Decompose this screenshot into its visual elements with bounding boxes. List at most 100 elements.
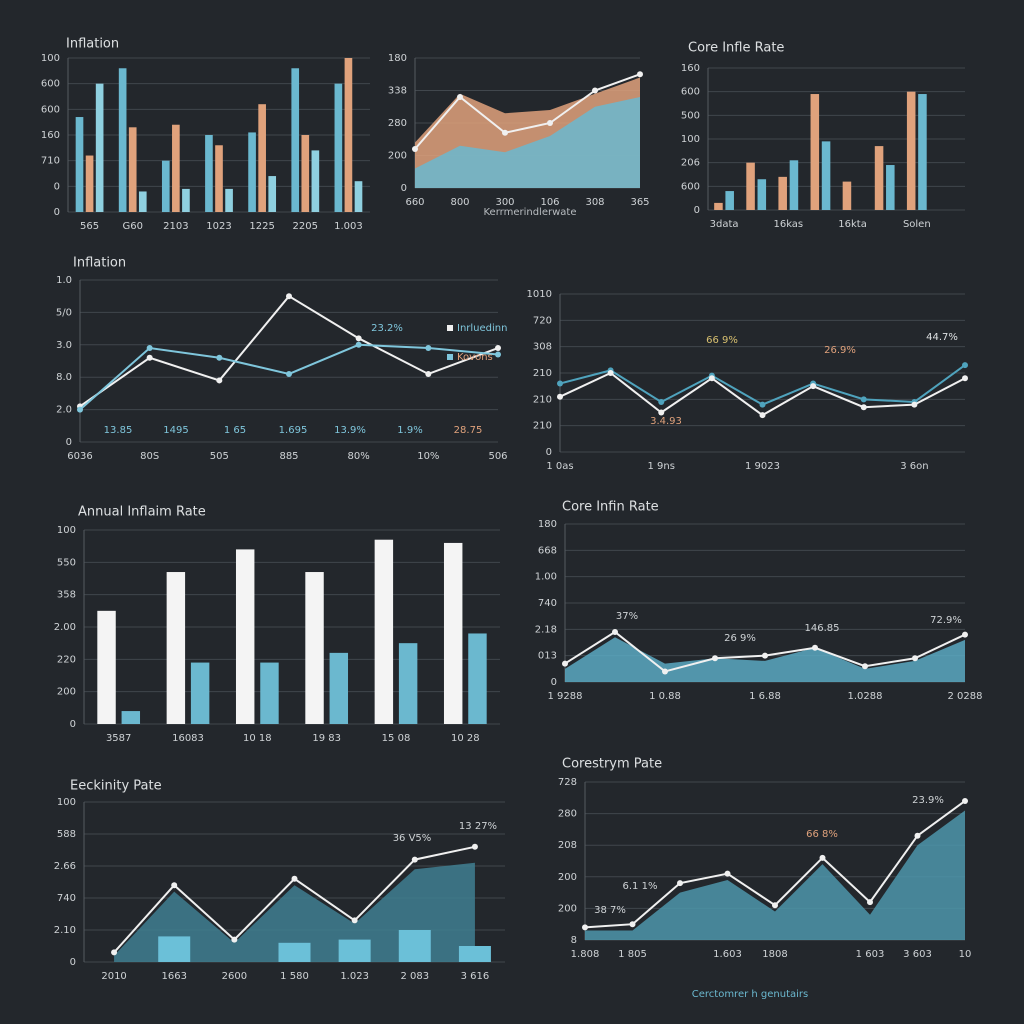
y-tick-label: 338 bbox=[388, 86, 407, 97]
annotation: 13.9% bbox=[334, 425, 366, 436]
bar bbox=[235, 549, 255, 724]
bar bbox=[85, 155, 94, 212]
chart-title: Corestrym Pate bbox=[562, 757, 662, 772]
y-tick-label: 200 bbox=[388, 151, 407, 162]
annotation: 28.75 bbox=[454, 425, 483, 436]
x-tick-label: 10 28 bbox=[451, 733, 480, 744]
y-tick-label: 0 bbox=[694, 205, 700, 216]
y-tick-label: 100 bbox=[41, 53, 60, 64]
bar bbox=[398, 643, 418, 724]
bar bbox=[329, 652, 349, 724]
point bbox=[146, 345, 153, 352]
line bbox=[414, 73, 641, 150]
chart-title: Eeckinity Pate bbox=[70, 779, 162, 794]
y-tick-label: 358 bbox=[57, 590, 76, 601]
area bbox=[585, 810, 965, 940]
y-tick-label: 2.10 bbox=[54, 925, 76, 936]
bar bbox=[268, 176, 277, 212]
annotation: 146.85 bbox=[805, 623, 840, 634]
bar bbox=[118, 68, 127, 213]
bar bbox=[205, 135, 213, 212]
point bbox=[291, 875, 298, 882]
y-tick-label: 600 bbox=[41, 104, 60, 115]
x-tick-label: 1 9023 bbox=[745, 461, 780, 472]
y-tick-label: 600 bbox=[41, 79, 60, 90]
bar bbox=[906, 91, 916, 210]
y-tick-label: 500 bbox=[681, 110, 700, 121]
x-tick-label: 2 0288 bbox=[948, 691, 983, 702]
y-tick-label: 740 bbox=[57, 893, 76, 904]
bar bbox=[158, 936, 191, 962]
y-tick-label: 0 bbox=[546, 447, 552, 458]
x-tick-label: 365 bbox=[630, 197, 649, 208]
bar bbox=[443, 542, 463, 724]
y-tick-label: 550 bbox=[57, 557, 76, 568]
point bbox=[658, 409, 665, 416]
point bbox=[812, 644, 818, 651]
point bbox=[562, 660, 568, 667]
y-tick-label: 0 bbox=[66, 437, 72, 448]
x-tick-label: 106 bbox=[540, 197, 559, 208]
point bbox=[607, 370, 614, 376]
y-tick-label: 668 bbox=[538, 545, 557, 556]
x-tick-label: 565 bbox=[80, 221, 99, 232]
x-tick-label: 3587 bbox=[106, 733, 131, 744]
point bbox=[962, 375, 968, 382]
point bbox=[724, 870, 731, 877]
x-tick-label: 300 bbox=[495, 197, 514, 208]
x-tick-label: G60 bbox=[122, 221, 142, 232]
x-tick-label: 10 bbox=[959, 949, 972, 960]
x-tick-label: 2 083 bbox=[400, 971, 429, 982]
bar bbox=[842, 181, 852, 210]
x-tick-label: 1 805 bbox=[618, 949, 647, 960]
legend-swatch bbox=[447, 354, 453, 360]
point bbox=[171, 882, 178, 889]
x-tick-label: 1023 bbox=[206, 221, 231, 232]
annotation: 1 65 bbox=[224, 425, 246, 436]
x-tick-label: 1 9ns bbox=[648, 461, 675, 472]
x-tick-label: 10% bbox=[417, 451, 439, 462]
y-tick-label: 0 bbox=[70, 719, 76, 730]
point bbox=[867, 899, 873, 906]
point bbox=[612, 628, 618, 635]
x-tick-label: 505 bbox=[210, 451, 229, 462]
annotation: 23.9% bbox=[912, 795, 944, 806]
point bbox=[286, 293, 292, 300]
annotation: 36 V5% bbox=[393, 833, 432, 844]
x-tick-label: 1 0as bbox=[546, 461, 573, 472]
y-tick-label: 208 bbox=[558, 840, 577, 851]
x-tick-label: 800 bbox=[450, 197, 469, 208]
y-tick-label: 0 bbox=[54, 207, 60, 218]
x-tick-label: 3 603 bbox=[903, 949, 932, 960]
chart-title: Annual Inflaim Rate bbox=[78, 505, 206, 520]
y-tick-label: 710 bbox=[41, 156, 60, 167]
bar bbox=[886, 165, 895, 210]
point bbox=[547, 120, 553, 126]
x-axis-label: Cerctomrer h genutairs bbox=[692, 989, 808, 1000]
x-tick-label: 2103 bbox=[163, 221, 188, 232]
x-tick-label: 885 bbox=[279, 451, 298, 462]
bar bbox=[354, 181, 363, 212]
bar bbox=[121, 711, 141, 724]
bar bbox=[225, 188, 233, 212]
point bbox=[762, 652, 768, 659]
y-tick-label: 0 bbox=[551, 677, 557, 688]
point bbox=[677, 880, 683, 887]
y-tick-label: 740 bbox=[538, 598, 557, 609]
x-tick-label: 660 bbox=[405, 197, 424, 208]
y-tick-label: 220 bbox=[57, 654, 76, 665]
x-tick-label: 3 6on bbox=[900, 461, 928, 472]
bar bbox=[468, 633, 487, 724]
annotation: 3.4.93 bbox=[650, 416, 682, 427]
y-tick-label: 2.66 bbox=[54, 861, 76, 872]
point bbox=[860, 404, 867, 411]
bar bbox=[757, 179, 767, 210]
bar bbox=[278, 942, 311, 962]
x-tick-label: 1.603 bbox=[713, 949, 742, 960]
x-tick-label: Solen bbox=[903, 219, 931, 230]
bar bbox=[344, 58, 353, 212]
bar bbox=[248, 132, 256, 212]
y-tick-label: 210 bbox=[533, 368, 552, 379]
point bbox=[708, 375, 715, 382]
